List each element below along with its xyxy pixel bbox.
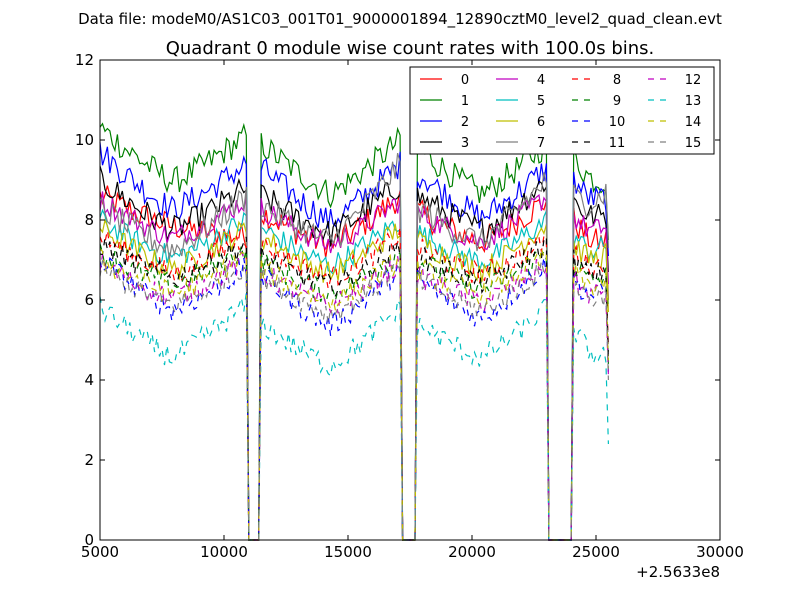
y-tick-label: 2 [84,451,94,469]
series-line-0 [99,185,609,541]
series-line-15 [99,259,609,541]
x-tick-label: 30000 [696,543,744,561]
series-line-12 [99,251,609,541]
x-tick-label: 15000 [324,543,372,561]
x-tick-label: 10000 [200,543,248,561]
series-line-7 [99,152,609,541]
series-line-8 [99,226,609,541]
legend-label-12: 12 [685,73,702,88]
series-line-3 [99,165,609,541]
legend-label-5: 5 [537,94,545,109]
x-tick-label: 25000 [572,543,620,561]
legend-label-0: 0 [461,73,469,88]
legend-label-3: 3 [461,136,469,151]
series-line-14 [99,248,609,541]
legend-label-1: 1 [461,94,469,109]
legend-label-14: 14 [685,115,702,130]
legend-label-15: 15 [685,136,702,151]
series-line-11 [99,235,609,541]
x-tick-label: 5000 [81,543,119,561]
legend-label-7: 7 [537,136,545,151]
series-line-13 [99,292,609,541]
legend-label-13: 13 [685,94,702,109]
y-tick-label: 12 [75,51,94,69]
legend-label-9: 9 [613,94,621,109]
x-tick-label: 20000 [448,543,496,561]
y-tick-label: 0 [84,531,94,549]
y-tick-label: 4 [84,371,94,389]
x-offset-label: +2.5633e8 [636,563,720,581]
legend-label-2: 2 [461,115,469,130]
figure-suptitle: Data file: modeM0/AS1C03_001T01_90000018… [78,10,722,29]
legend-label-11: 11 [609,136,626,151]
legend-box [409,66,715,155]
series-line-2 [99,142,609,541]
series-line-10 [99,257,609,541]
series-layer [99,122,609,541]
y-tick-label: 10 [75,131,94,149]
y-tick-label: 8 [84,211,94,229]
y-tick-label: 6 [84,291,94,309]
series-line-9 [99,243,609,541]
legend-label-8: 8 [613,73,621,88]
legend-label-6: 6 [537,115,545,130]
legend-label-10: 10 [609,115,626,130]
chart-title: Quadrant 0 module wise count rates with … [166,38,655,59]
series-line-4 [99,191,609,541]
series-line-1 [99,122,609,541]
legend-label-4: 4 [537,73,545,88]
